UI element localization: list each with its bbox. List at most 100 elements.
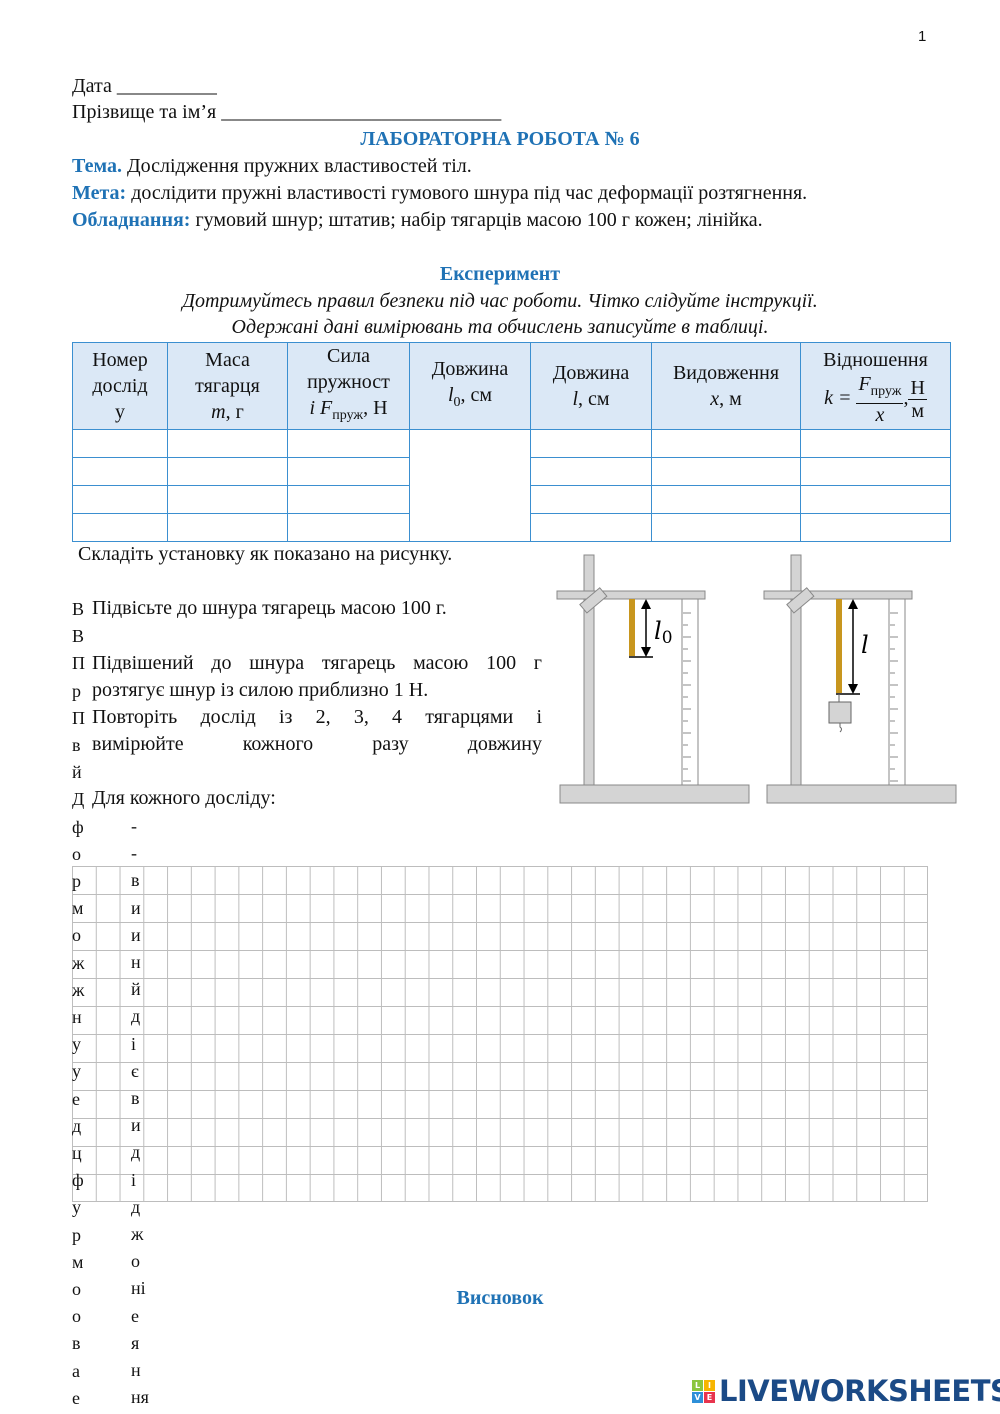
overflow-letter: и xyxy=(131,897,141,918)
overflow-letter: й xyxy=(72,762,82,783)
name-field[interactable]: Прізвище та ім’я _______________________… xyxy=(72,101,502,123)
overflow-letter: є xyxy=(131,1060,139,1081)
overflow-letter: н xyxy=(72,1007,82,1027)
overflow-letter: о xyxy=(72,1306,81,1327)
cell-input[interactable] xyxy=(651,457,801,486)
cell-input[interactable] xyxy=(72,485,168,514)
step-each-experiment: Для кожного досліду: xyxy=(92,787,276,809)
overflow-letter: д xyxy=(72,1115,82,1136)
header-mass: Маса тягарця m, г xyxy=(167,342,288,430)
equipment-line: Обладнання: гумовий шнур; штатив; набір … xyxy=(72,207,763,233)
overflow-letter: и xyxy=(131,1115,141,1136)
header-force: Сила пружност і Fпруж, Н xyxy=(287,342,410,430)
record-note: Одержані дані вимірювань та обчислень за… xyxy=(231,316,769,338)
cell-input[interactable] xyxy=(800,457,951,486)
page-number: 1 xyxy=(918,28,927,45)
overflow-letter: н xyxy=(131,952,141,972)
header-experiment-number: Номер дослід у xyxy=(72,342,168,430)
table-row xyxy=(72,513,951,542)
overflow-letter: В xyxy=(72,599,85,619)
step-assemble: Складіть установку як показано на рисунк… xyxy=(78,543,453,565)
overflow-letter: в xyxy=(131,1088,140,1108)
overflow-letter: в xyxy=(72,1333,81,1354)
header-length: Довжина l, см xyxy=(530,342,652,430)
equipment-text: гумовий шнур; штатив; набір тягарців мас… xyxy=(190,209,763,231)
cell-input[interactable] xyxy=(800,485,951,514)
overflow-letter: ф xyxy=(72,816,84,837)
conclusion-heading: Висновок xyxy=(456,1287,544,1309)
cell-input[interactable] xyxy=(72,429,168,458)
cell-input[interactable] xyxy=(651,513,801,542)
overflow-letter: е xyxy=(72,1387,80,1408)
overflow-letter: у xyxy=(72,1197,81,1218)
goal-line: Мета: дослідити пружні властивості гумов… xyxy=(72,180,807,206)
weight-block xyxy=(828,701,852,724)
step-force-note-2: розтягує шнур із силою приблизно 1 Н. xyxy=(92,679,429,701)
overflow-letter: д xyxy=(131,1142,141,1163)
overflow-letter: м xyxy=(72,898,84,919)
table-row xyxy=(72,485,951,514)
setup-figure: l0 l xyxy=(556,554,957,804)
overflow-letter: П xyxy=(72,653,85,674)
overflow-letter: о xyxy=(72,1279,81,1299)
cell-input[interactable] xyxy=(287,485,410,514)
step-hang-weight: Підвісьте до шнура тягарець масою 100 г. xyxy=(92,597,447,619)
topic-text: Дослідження пружних властивостей тіл. xyxy=(121,155,472,177)
cell-input[interactable] xyxy=(287,457,410,486)
cell-input[interactable] xyxy=(800,513,951,542)
overflow-letter: р xyxy=(72,680,81,701)
overflow-letter: ж xyxy=(131,1224,144,1244)
label-l0: l0 xyxy=(654,617,673,648)
cell-input[interactable] xyxy=(167,429,288,458)
overflow-letter: н xyxy=(131,1360,141,1380)
overflow-letter: Д xyxy=(72,789,85,810)
cell-input-initial-length[interactable] xyxy=(409,429,531,542)
cell-input[interactable] xyxy=(800,429,951,458)
overflow-letter: ф xyxy=(72,1170,84,1191)
table-row xyxy=(72,429,951,542)
overflow-letter: ня xyxy=(131,1387,149,1408)
topic-label: Тема. xyxy=(72,155,122,177)
cell-input[interactable] xyxy=(167,485,288,514)
cell-input[interactable] xyxy=(530,457,652,486)
header-elongation: Видовження x, м xyxy=(651,342,801,430)
stand-loaded xyxy=(763,554,957,804)
safety-note: Дотримуйтесь правил безпеки під час робо… xyxy=(182,290,818,312)
topic-line: Тема. Дослідження пружних властивостей т… xyxy=(72,153,472,179)
overflow-letter: р xyxy=(72,1224,81,1245)
overflow-letter: ні xyxy=(131,1278,146,1299)
cell-input[interactable] xyxy=(167,457,288,486)
overflow-letter: ж xyxy=(72,952,85,973)
overflow-letter: о xyxy=(72,843,81,864)
overflow-letter: ж xyxy=(72,979,85,1000)
cell-input[interactable] xyxy=(651,429,801,458)
label-l: l xyxy=(861,631,869,659)
cell-input[interactable] xyxy=(72,513,168,542)
cell-input[interactable] xyxy=(530,429,652,458)
overflow-letter: д xyxy=(131,1196,141,1217)
overflow-letter: і xyxy=(131,1169,137,1190)
overflow-letter: - xyxy=(131,843,137,864)
overflow-letter: р xyxy=(72,871,81,891)
cell-input[interactable] xyxy=(530,485,652,514)
cell-input[interactable] xyxy=(530,513,652,542)
step-force-note-1: Підвішений до шнура тягарець масою 100 г xyxy=(92,652,542,674)
cell-input[interactable] xyxy=(287,429,410,458)
cell-input[interactable] xyxy=(287,513,410,542)
ruler-ticks-right xyxy=(890,612,898,782)
overflow-letter: В xyxy=(72,626,85,647)
overflow-letter: м xyxy=(72,1251,84,1272)
cell-input[interactable] xyxy=(72,457,168,486)
overflow-letter: в xyxy=(72,735,81,755)
date-field[interactable]: Дата __________ xyxy=(72,75,217,97)
graph-grid[interactable] xyxy=(72,866,928,1202)
cell-input[interactable] xyxy=(651,485,801,514)
step-repeat-2: вимірюйте кожного разу довжину xyxy=(92,733,542,755)
cell-input[interactable] xyxy=(167,513,288,542)
goal-label: Мета: xyxy=(72,182,127,204)
overflow-letter: я xyxy=(131,1332,140,1353)
overflow-letter: е xyxy=(131,1305,139,1326)
